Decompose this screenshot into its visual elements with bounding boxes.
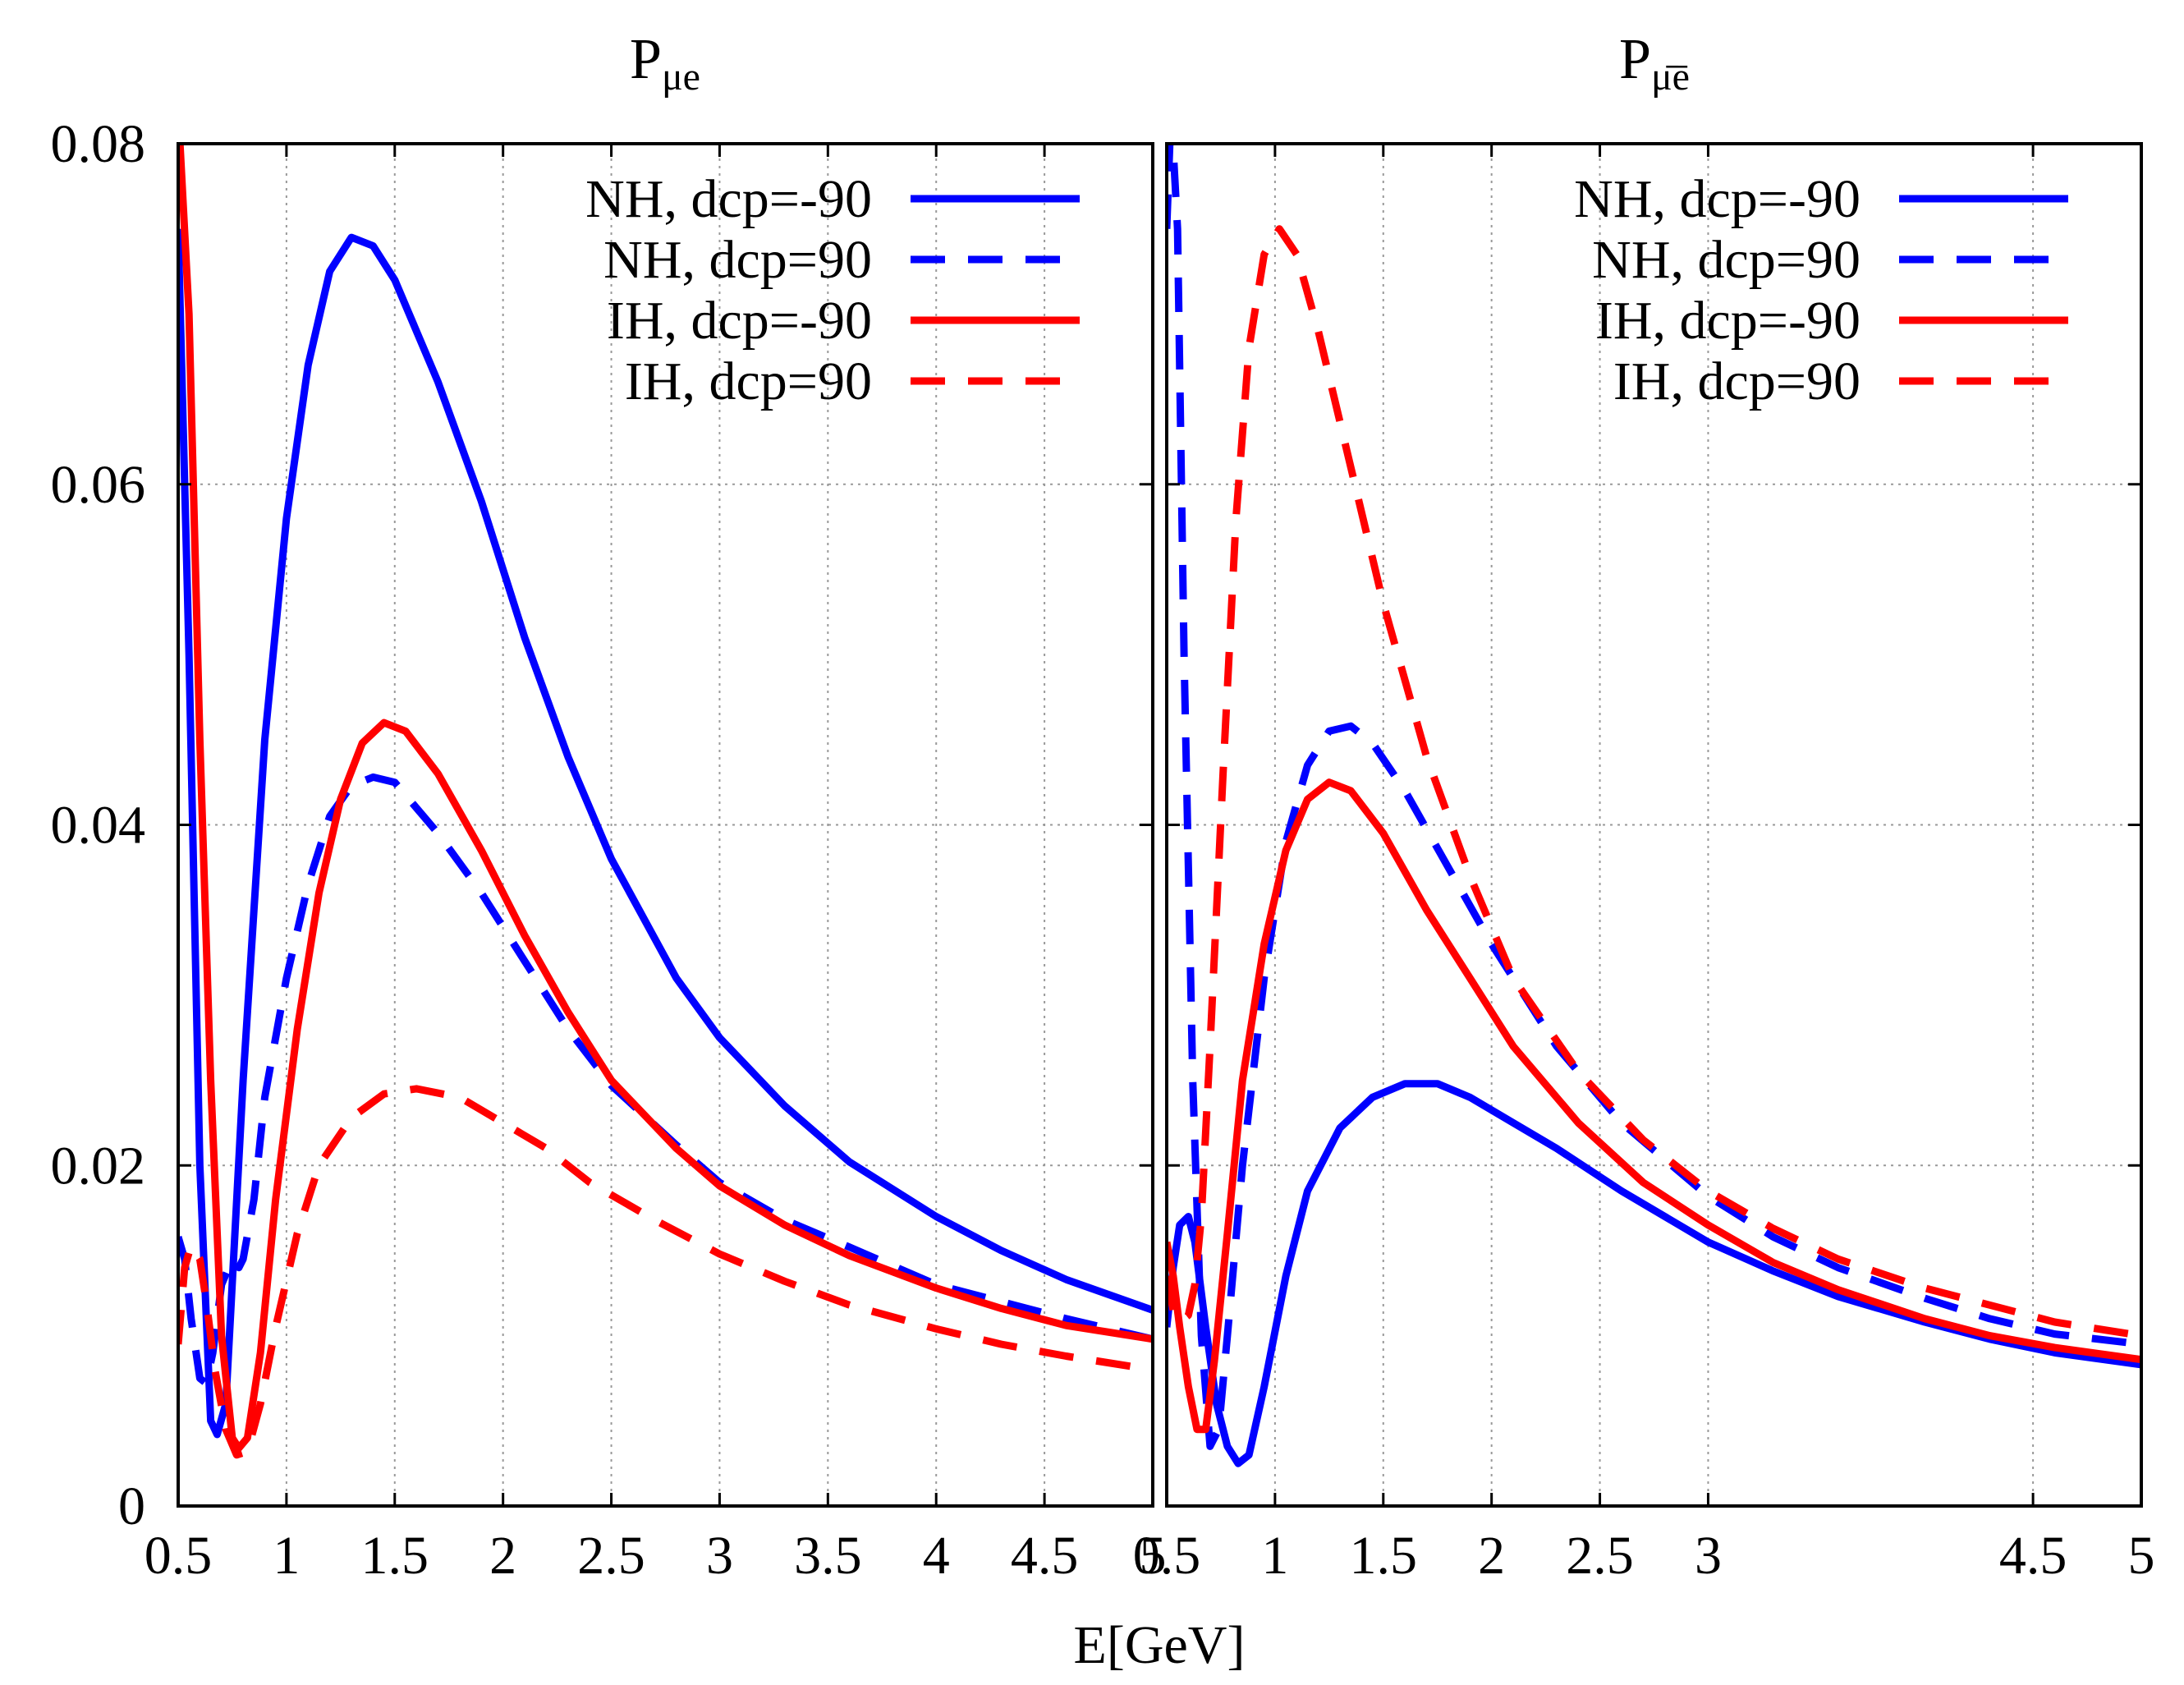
panel-left-series-line-3 [178,1085,1153,1459]
panel-left-x-tick-label: 0.5 [145,1526,213,1586]
panel-right-x-tick-label: 1.5 [1350,1526,1418,1586]
panel-right-legend-label-3: IH, dcp=90 [1613,351,1861,411]
panel-left-legend-label-1: NH, dcp=90 [603,230,872,290]
panel-right-x-tick-label: 0.5 [1133,1526,1201,1586]
panel-left-x-tick-label: 2 [489,1526,516,1586]
panel-left-y-tick-label: 0.04 [51,796,146,856]
panel-left-y-tick-label: 0.06 [51,455,146,515]
panel-left-title-main: P [630,28,662,91]
panel-left-x-tick-label: 1.5 [361,1526,429,1586]
panel-left-legend-label-3: IH, dcp=90 [625,351,872,411]
panel-left-y-tick-label: 0.08 [51,114,146,174]
panel-left-y-tick-label: 0.02 [51,1136,146,1196]
panel-right-series-line-2 [1167,778,2141,1434]
panel-right-x-tick-label: 4.5 [1999,1526,2067,1586]
panel-right-legend-label-2: IH, dcp=-90 [1595,291,1861,351]
panel-left-grid [178,144,1153,1506]
panel-left-x-tick-label: 4.5 [1011,1526,1079,1586]
panel-left-x-tick-label: 2.5 [577,1526,645,1586]
panel-left: 0.5 1 1.5 2 2.5 3 3.5 4 4.5 5 0 0.02 0.04 0.06 0.08 P… [51,28,1167,1586]
panel-right-series [1167,144,2141,1467]
panel-left-title: Pμe [630,28,700,99]
panel-left-series-line-2 [178,144,1153,1452]
panel-right-title-main: P [1619,28,1651,91]
panel-right-x-tick-label: 3 [1695,1526,1722,1586]
panel-left-y-tick-labels: 0 0.02 0.04 0.06 0.08 [51,114,146,1536]
panel-left-x-tick-label: 1 [273,1526,300,1586]
panel-left-legend-label-2: IH, dcp=-90 [607,291,872,351]
panel-left-ticks [177,142,1154,1508]
panel-right-x-tick-label: 2 [1478,1526,1505,1586]
panel-left-x-tick-label: 3.5 [794,1526,862,1586]
panel-left-title-sub: μe [662,55,700,99]
panel-right-title: Pμ̄ē [1619,28,1690,99]
panel-left-legend-label-0: NH, dcp=-90 [585,169,872,229]
panel-right-ticks [1165,142,2143,1508]
panel-right-series-line-1 [1167,144,2141,1450]
panel-right-legend-label-0: NH, dcp=-90 [1574,169,1861,229]
panel-right-grid [1167,144,2141,1506]
panel-left-y-tick-label: 0 [118,1476,145,1536]
panel-right-series-line-3 [1167,225,2141,1340]
panel-left-x-tick-label: 3 [706,1526,733,1586]
panel-left-series-line-0 [178,228,1153,1439]
panel-left-x-tick-label: 5 [1140,1526,1167,1586]
panel-right-x-tick-label: 1 [1261,1526,1288,1586]
panel-right-x-tick-labels: 0.5 1 1.5 2 2.5 3 4.5 5 [1133,1526,2155,1586]
panel-left-series [178,144,1153,1459]
panel-left-x-tick-label: 4 [923,1526,950,1586]
panel-left-x-tick-labels: 0.5 1 1.5 2 2.5 3 3.5 4 4.5 5 [145,1526,1167,1586]
panel-right-legend-label-1: NH, dcp=90 [1592,230,1861,290]
panel-right-x-tick-label: 5 [2128,1526,2155,1586]
panel-right-title-sub: μ̄ē [1651,55,1690,99]
x-axis-label: E[GeV] [1074,1615,1246,1675]
panel-left-series-line-1 [178,773,1153,1388]
panel-right-x-tick-label: 2.5 [1566,1526,1634,1586]
